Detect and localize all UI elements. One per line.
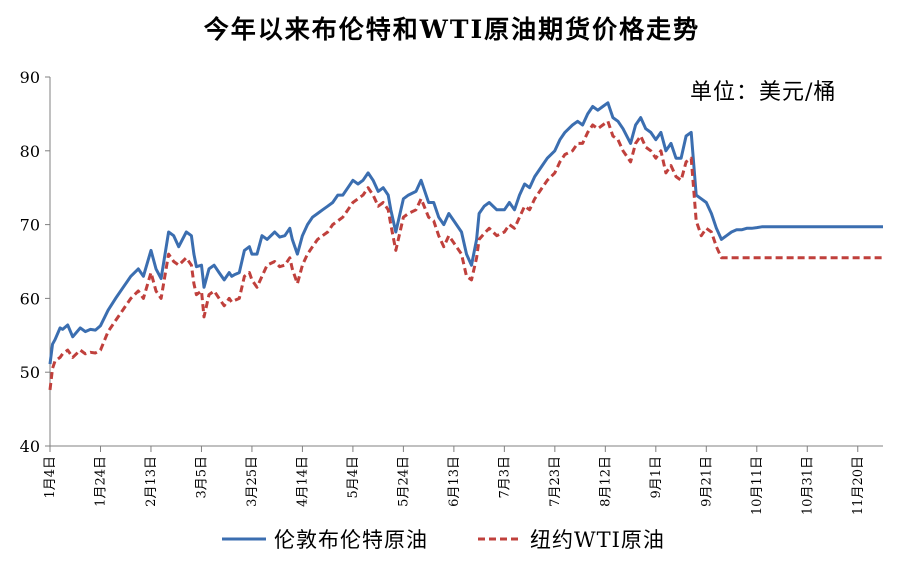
x-tick-label: 7月3日 [497,456,512,499]
series-line-brent [48,101,883,365]
legend-label-brent: 伦敦布伦特原油 [274,528,428,552]
series-layer [48,101,883,391]
legend-label-wti: 纽约WTI原油 [530,528,665,552]
y-tick-label: 70 [20,216,40,235]
x-tick-label: 1月4日 [43,456,58,499]
legend-swatch-wti [478,537,522,541]
y-tick-label: 90 [20,68,40,87]
x-tick-label: 7月23日 [548,456,563,507]
legend-swatch-brent [222,537,266,541]
legend-item-wti: 纽约WTI原油 [478,524,665,554]
x-tick-label: 3月5日 [194,456,209,499]
x-tick-label: 4月14日 [295,456,310,507]
x-tick-label: 9月21日 [699,456,714,507]
x-tick-label: 1月24日 [93,456,108,507]
y-tick-label: 50 [20,363,40,382]
y-tick-label: 40 [20,437,40,456]
unit-label: 单位：美元/桶 [690,80,837,105]
x-tick-label: 3月25日 [245,456,260,507]
y-tick-label: 60 [20,289,40,308]
x-tick-label: 8月12日 [598,456,613,507]
series-line-wti [48,119,883,391]
chart-title: 今年以来布伦特和WTI原油期货价格走势 [203,15,701,44]
axes: 40 50 60 70 80 90 1月4日 1月24日 2月13日 3月5日 3月25日 4月14日… [20,68,883,515]
x-tick-label: 9月1日 [649,456,664,499]
x-tick-label: 11月20日 [851,456,866,515]
legend-item-brent: 伦敦布伦特原油 [222,524,428,554]
y-tick-label: 80 [20,142,40,161]
x-tick-label: 5月4日 [346,456,361,499]
x-tick-label: 2月13日 [144,456,159,507]
x-tick-label: 10月31日 [800,456,815,515]
x-tick-label: 5月24日 [396,456,411,507]
x-tick-label: 10月11日 [750,456,765,515]
x-tick-label: 6月13日 [447,456,462,507]
